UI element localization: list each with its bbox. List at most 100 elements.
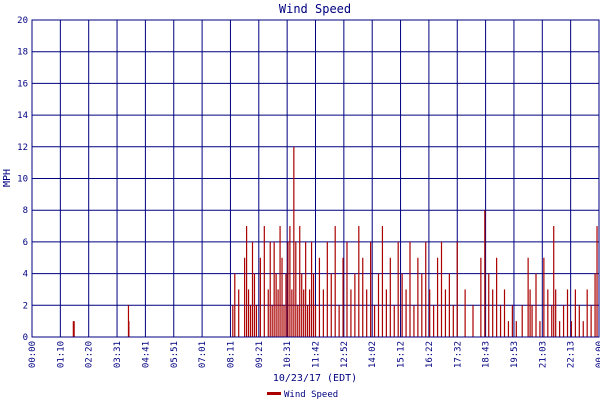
data-bar [488,273,490,337]
data-bar [273,241,275,337]
x-tick-label: 18:43 [482,341,492,368]
data-bar [318,257,321,337]
x-tick-label: 15:12 [397,341,407,368]
data-bar [511,305,513,337]
x-tick-label: 19:53 [510,341,520,368]
data-bar [472,305,474,337]
x-tick-label: 07:01 [198,341,208,368]
data-bar [275,273,277,337]
data-bar [72,321,74,337]
data-bar [244,257,246,337]
data-bar [590,305,592,337]
data-bar [279,226,281,337]
data-bar [521,305,523,337]
data-bar [433,305,435,337]
data-bar [307,305,309,337]
data-bar [271,305,273,337]
data-bar [305,241,307,337]
data-bar [547,289,549,337]
data-bar [342,257,344,337]
data-bar [334,226,336,337]
data-bar [289,226,291,337]
data-bar [582,321,584,337]
data-bar [303,289,305,337]
x-tick-label: 05:51 [170,341,180,368]
data-bar [255,305,258,337]
data-bar [247,289,250,337]
data-bar [389,257,391,337]
y-tick-label: 2 [23,301,28,311]
y-axis-ticks: 0 2 4 6 8 10 12 14 16 18 20 [17,16,28,343]
chart-title: Wind Speed [279,2,351,16]
data-bar [330,273,332,337]
data-bar [586,289,588,337]
data-bar [480,257,482,337]
data-bar [232,305,234,337]
y-axis-label: MPH [2,169,13,187]
data-bar [299,226,301,337]
data-bar [555,289,557,337]
data-bar [397,241,399,337]
x-tick-label: 04:41 [141,341,151,368]
data-bar [429,289,431,337]
data-bar [73,321,75,337]
x-tick-label: 03:31 [113,341,123,368]
data-bar [326,241,328,337]
data-bar [253,273,256,337]
data-bar [287,241,289,337]
x-tick-label: 21:03 [538,341,548,368]
data-bar [295,241,297,337]
data-bar [436,257,439,337]
data-bar [566,289,569,337]
data-bar [350,289,352,337]
data-bar [440,241,443,337]
data-bar [373,305,376,337]
data-bar [291,289,293,337]
grid [31,19,600,338]
x-tick-label: 17:32 [453,341,463,368]
data-bar [405,289,407,337]
x-tick-label: 16:22 [425,341,435,368]
data-bar [366,289,368,337]
data-bar [238,289,240,337]
y-tick-label: 16 [17,79,28,89]
x-tick-label: 11:42 [312,341,322,368]
data-bar [421,273,423,337]
data-bar [464,289,466,337]
data-bar [358,226,360,337]
legend: Wind Speed [267,390,338,400]
y-tick-label: 8 [23,206,28,216]
data-bar [285,273,287,337]
data-bar [245,226,248,337]
data-bar [277,289,279,337]
data-bar [539,321,541,337]
data-bar [377,273,380,337]
data-bar [448,273,450,337]
data-bar [293,146,295,337]
data-bar [425,241,427,337]
data-bar [413,305,415,337]
data-bar [452,305,454,337]
data-bar [314,305,317,337]
legend-label: Wind Speed [284,390,338,400]
x-tick-label: 00:00 [595,341,600,368]
x-tick-label: 01:10 [56,341,66,368]
data-bar [354,273,356,337]
data-bar [570,321,573,337]
x-axis-label: 10/23/17 (EDT) [273,373,357,384]
data-bar [301,273,303,337]
data-bar [312,273,315,337]
data-bar [249,305,252,337]
data-bar [492,289,494,337]
data-bar [559,321,561,337]
data-bar [297,305,299,337]
x-tick-label: 00:00 [28,341,38,368]
x-tick-label: 22:13 [567,341,577,368]
data-bar [527,257,529,337]
x-tick-label: 10:31 [283,341,293,368]
data-bar [308,289,311,337]
data-bar [578,305,580,337]
data-bar [128,321,130,337]
data-bar [267,289,269,337]
x-tick-label: 14:02 [368,341,378,368]
